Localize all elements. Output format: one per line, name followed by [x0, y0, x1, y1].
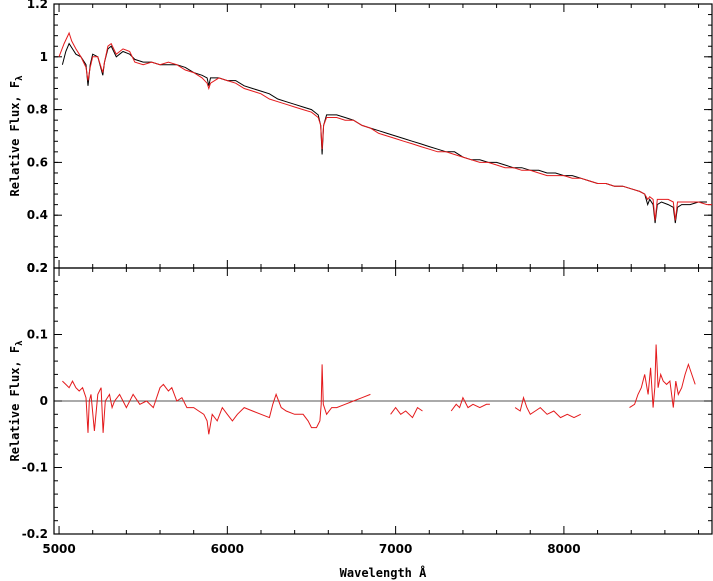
bottom-y-tick-label: 0.2: [27, 261, 48, 275]
top-y-tick-label: 1: [40, 50, 48, 64]
residual-segment-3: [514, 395, 581, 419]
top-series-line-0: [61, 42, 707, 224]
top-panel-frame: [53, 3, 713, 269]
top-panel: 0.2 0.4 0.6 0.8 1 1.2 Relative Flux, Fλ: [8, 0, 713, 275]
top-y-tick-labels: 0.2 0.4 0.6 0.8 1 1.2: [27, 0, 48, 275]
x-axis-label: Wavelength Å: [340, 565, 427, 580]
top-y-ticks: [54, 3, 712, 269]
x-ticks: [58, 4, 700, 534]
top-series-line-1: [58, 31, 712, 221]
bottom-y-tick-label: -0.1: [22, 461, 48, 475]
top-y-tick-label: 1.2: [27, 0, 48, 11]
bottom-y-axis-label-text: Relative Flux, F: [8, 346, 22, 462]
top-y-tick-label: 0.8: [27, 103, 48, 117]
top-y-axis-label-subscript: λ: [15, 75, 25, 81]
bottom-y-axis-label-subscript: λ: [15, 340, 25, 346]
top-y-axis-label-text: Relative Flux, F: [8, 81, 22, 197]
residual-segment-2: [450, 396, 490, 412]
bottom-series-group: [62, 344, 696, 435]
x-tick-label: 7000: [379, 542, 412, 556]
residual-segment-4: [629, 344, 696, 409]
top-y-axis-label: Relative Flux, Fλ: [8, 75, 25, 197]
bottom-y-tick-labels: -0.2 -0.1 0 0.1 0.2: [22, 261, 48, 541]
x-tick-label: 6000: [211, 542, 244, 556]
top-y-tick-label: 0.2: [27, 261, 48, 275]
x-tick-label: 8000: [547, 542, 580, 556]
x-tick-label: 5000: [42, 542, 75, 556]
top-series-group: [58, 31, 712, 224]
residual-segment-1: [390, 406, 423, 419]
bottom-y-tick-label: 0: [40, 394, 48, 408]
bottom-y-ticks: [54, 267, 712, 535]
x-tick-labels: 5000 6000 7000 8000: [42, 542, 580, 556]
residual-segment-0: [62, 364, 371, 435]
top-y-tick-label: 0.6: [27, 155, 48, 169]
bottom-y-tick-label: -0.2: [22, 527, 48, 541]
top-y-tick-label: 0.4: [27, 208, 48, 222]
bottom-y-axis-label: Relative Flux, Fλ: [8, 340, 25, 462]
bottom-y-tick-label: 0.1: [27, 328, 48, 342]
bottom-panel: -0.2 -0.1 0 0.1 0.2 5000 6000 7000 8000 Relativ…: [8, 4, 713, 580]
